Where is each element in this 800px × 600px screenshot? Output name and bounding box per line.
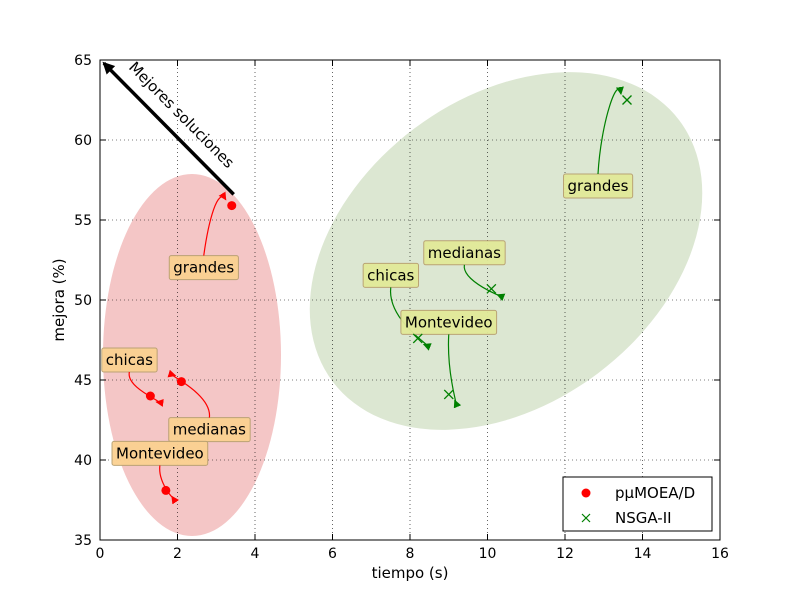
annotation-medianas-nsga: medianas [423,240,506,266]
x-tick-label: 2 [173,546,182,562]
legend: pμMOEA/D NSGA-II [562,476,713,532]
annotation-medianas-pmoead: medianas [168,417,251,443]
y-tick-label: 40 [74,453,92,469]
data-point-pmoead [145,391,155,401]
annotation-label: grandes [173,259,234,277]
annotation-chicas-pmoead: chicas [101,347,158,373]
x-tick-label: 16 [711,546,729,562]
x-marker-stroke [622,95,632,105]
y-axis-label: mejora (%) [50,258,68,341]
annotation-label: Montevideo [116,444,204,462]
x-marker-stroke [412,333,423,344]
annotation-box [362,262,420,288]
point-annotations: chicas medianas Montevideo grandes chicas med… [101,86,634,505]
x-tick-label: 10 [479,546,497,562]
annotation-grandes-pmoead: grandes [168,255,239,281]
legend-box [562,476,713,532]
annotation-grandes-nsga: grandes [563,173,634,199]
annotation-arrow [597,86,624,175]
annotation-box [101,347,158,373]
annotation-arrow [463,264,506,302]
annotation-arrow [167,369,210,418]
annotation-arrow [128,371,164,407]
x-tick-label: 0 [96,546,105,562]
best-solutions-label: Mejores soluciones [125,58,238,172]
annotation-label: medianas [428,244,501,262]
legend-label-pmoead: pμMOEA/D [615,484,695,502]
x-tick-label: 6 [328,546,337,562]
x-tick-label: 4 [251,546,260,562]
data-point-nsga [622,95,632,105]
x-tick-label: 8 [406,546,415,562]
annotation-montevideo-nsga: Montevideo [400,309,498,335]
data-point-nsga [412,333,423,344]
x-marker-stroke [443,389,454,400]
annotation-chicas-nsga: chicas [362,262,420,288]
data-points [145,95,632,495]
best-solutions-arrow: Mejores soluciones [102,58,238,196]
legend-label-nsga: NSGA-II [615,509,672,527]
annotation-montevideo-pmoead: Montevideo [111,440,209,466]
y-tick-label: 35 [74,533,92,549]
data-point-pmoead [227,201,237,211]
legend-marker-pmoead [581,488,591,498]
data-point-pmoead [176,377,186,387]
annotation-label: medianas [173,421,246,439]
annotation-arrow [203,191,227,256]
grid-lines [100,60,720,540]
y-tick-label: 60 [74,133,92,149]
data-point-nsga [443,389,454,400]
axis-ticks: 0 2 4 6 8 10 12 14 16 35 40 45 50 55 60 65 [74,53,729,562]
region-nsga [309,72,703,430]
annotation-label: Montevideo [405,313,493,331]
x-tick-label: 14 [634,546,652,562]
legend-marker-nsga [581,513,591,523]
annotation-label: chicas [106,351,153,369]
annotation-box [423,240,506,266]
y-tick-label: 50 [74,293,92,309]
annotation-arrow [447,334,462,409]
annotation-label: grandes [568,177,629,195]
x-marker-stroke [486,283,497,294]
annotation-label: chicas [367,266,414,284]
best-solutions-arrow-line [102,61,235,196]
y-tick-label: 65 [74,53,92,69]
data-point-pmoead [161,485,171,495]
x-axis-label: tiempo (s) [372,564,449,582]
y-tick-label: 45 [74,373,92,389]
x-tick-label: 12 [556,546,574,562]
data-point-nsga [486,283,497,294]
y-tick-label: 55 [74,213,92,229]
